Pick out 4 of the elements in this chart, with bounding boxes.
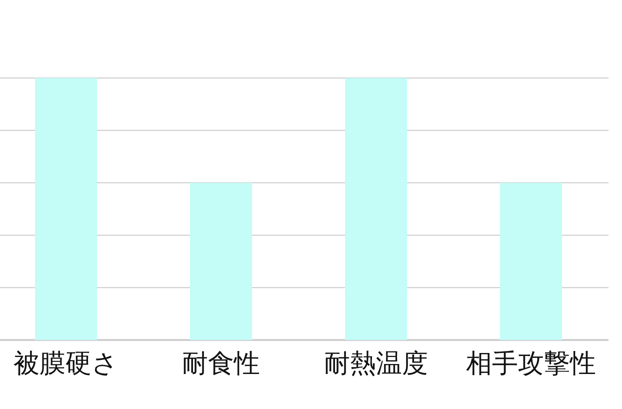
x-tick-label: 耐食性 — [182, 349, 260, 379]
x-tick-label: 被膜硬さ — [14, 349, 118, 379]
x-tick-label: 耐熱温度 — [324, 349, 428, 379]
x-tick-label: 相手攻撃性 — [466, 349, 596, 379]
